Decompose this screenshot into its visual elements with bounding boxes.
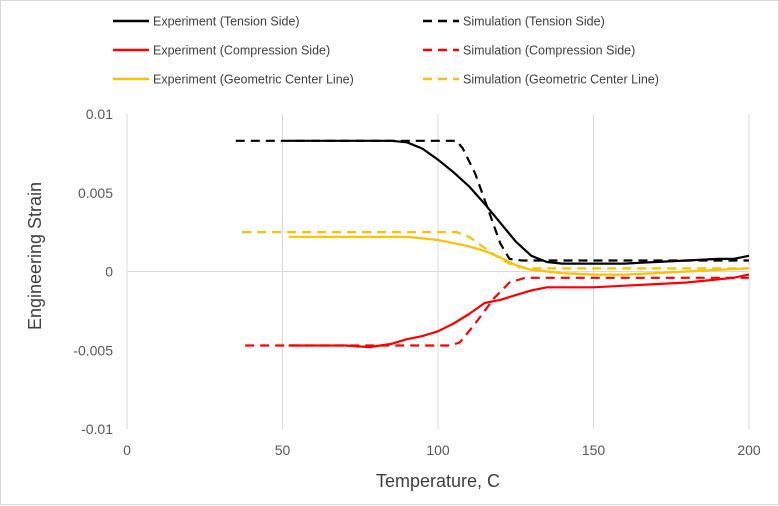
x-axis-title: Temperature, C (376, 471, 500, 491)
series-line-0 (288, 139, 750, 265)
legend-label-3: Simulation (Compression Side) (463, 44, 635, 58)
legend-label-0: Experiment (Tension Side) (153, 15, 300, 29)
series-line-1 (235, 139, 749, 262)
legend-label-2: Experiment (Compression Side) (153, 44, 330, 58)
x-tick-label-1: 50 (275, 442, 291, 458)
x-tick-label-0: 0 (123, 442, 131, 458)
y-tick-label-3: 0.005 (78, 185, 113, 201)
y-tick-label-0: -0.01 (81, 421, 113, 437)
tick-labels: 0 50 100 150 200 -0.01 -0.005 0 0.005 0.01 (73, 106, 761, 458)
x-tick-label-3: 150 (582, 442, 606, 458)
grid-lines (126, 114, 750, 429)
series-line-2 (288, 273, 750, 349)
y-axis-title: Engineering Strain (25, 182, 45, 330)
x-tick-label-4: 200 (737, 442, 761, 458)
legend-label-1: Simulation (Tension Side) (463, 15, 605, 29)
legend-label-4: Experiment (Geometric Center Line) (153, 73, 354, 87)
y-tick-label-2: 0 (105, 264, 113, 280)
y-tick-label-1: -0.005 (73, 342, 113, 358)
series-lines (235, 139, 750, 349)
y-tick-label-4: 0.01 (86, 106, 113, 122)
legend-label-5: Simulation (Geometric Center Line) (463, 73, 659, 87)
series-line-4 (288, 235, 750, 276)
series-line-3 (245, 276, 749, 347)
x-tick-label-2: 100 (426, 442, 450, 458)
legend: Experiment (Tension Side) Simulation (Ten… (113, 15, 659, 87)
